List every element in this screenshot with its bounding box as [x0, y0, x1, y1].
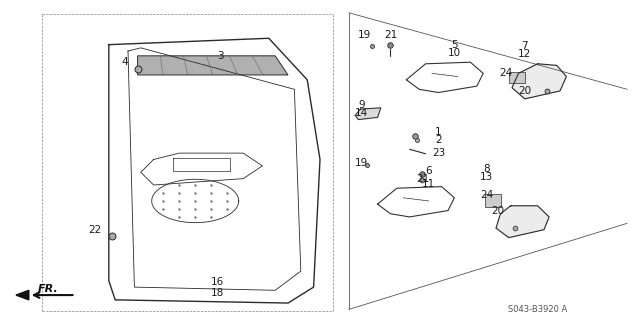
Text: 12: 12: [518, 49, 531, 59]
Text: 24: 24: [499, 68, 512, 78]
Text: 5: 5: [451, 40, 458, 50]
Text: 20: 20: [492, 205, 504, 216]
Text: 3: 3: [218, 51, 224, 61]
Text: 16: 16: [211, 277, 224, 287]
Text: 13: 13: [480, 172, 493, 182]
Text: 6: 6: [426, 166, 432, 176]
Polygon shape: [16, 290, 29, 300]
Text: 21: 21: [416, 174, 429, 184]
Text: 14: 14: [355, 108, 368, 118]
Text: 4: 4: [122, 57, 128, 67]
Text: 22: 22: [88, 225, 101, 235]
Text: 9: 9: [358, 100, 365, 110]
Text: 18: 18: [211, 288, 224, 299]
Text: 23: 23: [432, 148, 445, 158]
Text: 19: 19: [355, 158, 368, 168]
Text: 24: 24: [480, 189, 493, 200]
Polygon shape: [138, 56, 288, 75]
Polygon shape: [485, 194, 501, 207]
Text: 11: 11: [422, 179, 435, 189]
Text: 7: 7: [522, 41, 528, 51]
Text: 19: 19: [358, 30, 371, 40]
Text: 2: 2: [435, 135, 442, 145]
Text: 10: 10: [448, 48, 461, 58]
Polygon shape: [512, 64, 566, 99]
Polygon shape: [355, 108, 381, 120]
Text: 21: 21: [384, 30, 397, 40]
Polygon shape: [496, 206, 549, 238]
Text: 20: 20: [518, 86, 531, 96]
Text: S043-B3920 A: S043-B3920 A: [508, 305, 567, 314]
Text: 8: 8: [483, 164, 490, 174]
Text: 1: 1: [435, 127, 442, 137]
Text: FR.: FR.: [38, 284, 58, 294]
Polygon shape: [509, 72, 525, 83]
